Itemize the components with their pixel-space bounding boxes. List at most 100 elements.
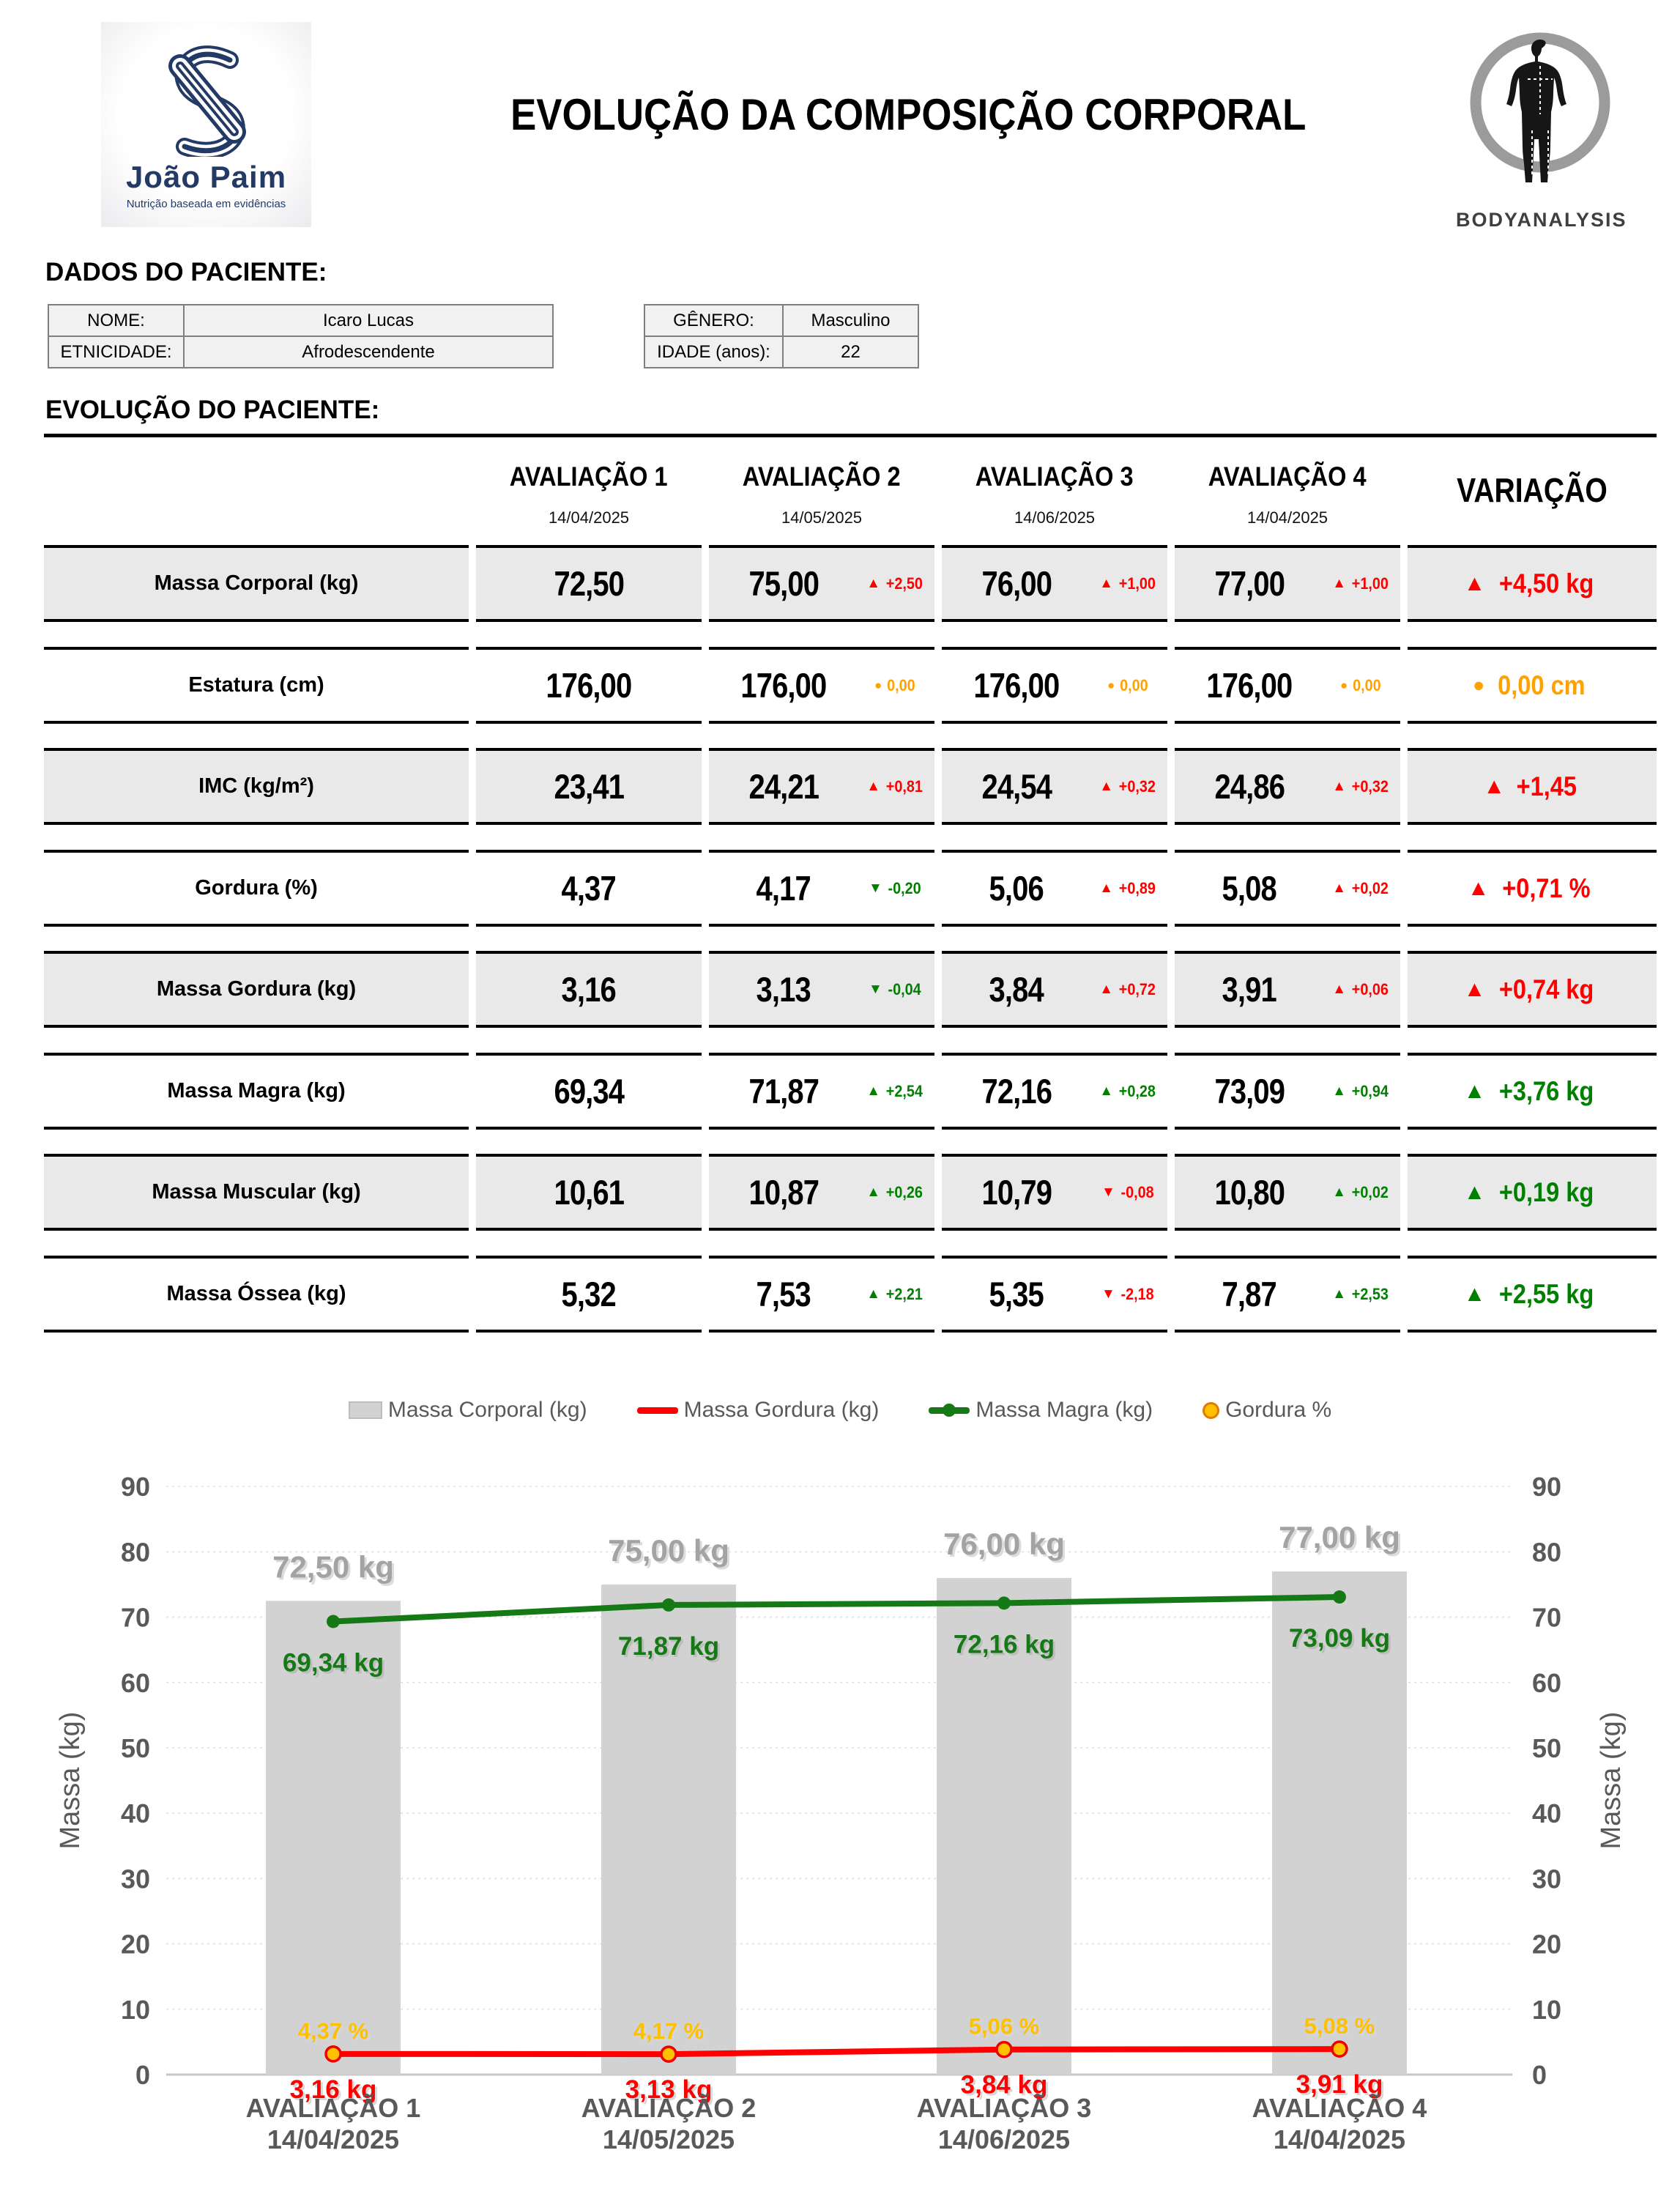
y-tick-right: 70	[1532, 1603, 1561, 1633]
metric-value: 10,87	[748, 1173, 819, 1212]
label-shadow: 72,50 kg	[275, 1552, 396, 1586]
down-triangle-icon: ▼	[1101, 1286, 1115, 1302]
label-shadow: 3,13 kg	[628, 2078, 715, 2106]
y-tick-right: 60	[1532, 1668, 1561, 1698]
metric-value: 24,21	[748, 767, 819, 806]
up-triangle-icon: ▲	[1332, 1184, 1347, 1200]
ethnicity-value: Afrodescendente	[184, 336, 553, 368]
gordura-percent-label: 4,37 %	[298, 2018, 369, 2044]
patient-table-right: GÊNERO: Masculino IDADE (anos): 22	[644, 304, 919, 368]
y-tick-left: 20	[121, 1930, 150, 1960]
gordura-percent-label: 5,06 %	[969, 2014, 1040, 2039]
up-triangle-icon: ▲	[866, 778, 881, 794]
delta: ▲ +0,94	[1332, 1081, 1389, 1100]
delta: ▲ +1,00	[1332, 574, 1389, 593]
metric-value: 72,16	[981, 1072, 1052, 1111]
metric-label: Massa Gordura (kg)	[44, 951, 469, 1028]
up-triangle-icon: ▲	[1463, 1179, 1486, 1204]
assessment-header: AVALIAÇÃO 1	[510, 462, 668, 492]
delta: ▲ +2,21	[866, 1284, 923, 1303]
legend-point-marker	[1203, 1401, 1220, 1419]
ethnicity-label: ETNICIDADE:	[48, 336, 184, 368]
delta: ▲ +0,06	[1332, 979, 1389, 998]
massa-magra-label: 73,09 kg	[1289, 1624, 1390, 1653]
delta: ▲ +0,81	[866, 777, 923, 796]
value-cell: 10,80 ▲ +0,02	[1175, 1154, 1400, 1231]
metric-label: Estatura (cm)	[44, 647, 469, 724]
assessment-date: 14/04/2025	[1246, 508, 1328, 527]
up-triangle-icon: ▲	[1099, 981, 1114, 997]
value-cell: 69,34	[476, 1053, 702, 1130]
page-title: EVOLUÇÃO DA COMPOSIÇÃO CORPORAL	[510, 90, 1307, 139]
y-tick-left: 50	[121, 1733, 150, 1763]
label-shadow: 73,09 kg	[1291, 1626, 1392, 1655]
label-shadow: 3,91 kg	[1298, 2072, 1386, 2101]
value-cell: 72,50	[476, 545, 702, 622]
patient-section-title: DADOS DO PACIENTE:	[45, 258, 327, 286]
assessment-header: AVALIAÇÃO 4	[1208, 462, 1367, 492]
metric-label: Massa Muscular (kg)	[44, 1154, 469, 1231]
bar-label: 76,00 kg	[943, 1527, 1065, 1561]
label-shadow: 5,08 %	[1307, 2015, 1378, 2041]
name-value: Icaro Lucas	[184, 305, 553, 336]
delta: ▼ -2,18	[1101, 1284, 1154, 1303]
metric-value: 5,32	[561, 1275, 617, 1313]
up-triangle-icon: ▲	[1463, 1078, 1486, 1103]
metric-value: 10,79	[981, 1173, 1052, 1212]
down-triangle-icon: ▼	[869, 880, 882, 896]
up-triangle-icon: ▲	[1099, 778, 1114, 794]
delta: ▼ -0,20	[869, 878, 921, 897]
massa-magra-label: 69,34 kg	[283, 1648, 384, 1677]
metric-value: 10,61	[554, 1173, 625, 1212]
y-tick-left: 90	[121, 1472, 150, 1502]
y-tick-left: 40	[121, 1798, 150, 1828]
up-triangle-icon: ▲	[1099, 1083, 1114, 1099]
value-cell: 24,21 ▲ +0,81	[709, 748, 934, 825]
patient-table-left: NOME: Icaro Lucas ETNICIDADE: Afrodescen…	[48, 304, 554, 368]
y-tick-left: 30	[121, 1864, 150, 1894]
gender-label: GÊNERO:	[644, 305, 783, 336]
value-cell: 3,91 ▲ +0,06	[1175, 951, 1400, 1028]
up-triangle-icon: ▲	[1099, 575, 1114, 591]
metric-value: 24,86	[1214, 767, 1285, 806]
metric-value: 7,87	[1222, 1275, 1277, 1313]
legend-item: Massa Corporal (kg)	[348, 1398, 587, 1423]
y-axis-title-right: Massa (kg)	[1596, 1712, 1627, 1850]
value-cell: 5,32	[476, 1256, 702, 1333]
label-shadow: 75,00 kg	[610, 1535, 732, 1570]
value-cell: 10,87 ▲ +0,26	[709, 1154, 934, 1231]
legend-item: Massa Gordura (kg)	[636, 1398, 879, 1423]
joao-paim-logo: João Paim Nutrição baseada em evidências	[101, 22, 311, 227]
up-triangle-icon: ▲	[1332, 880, 1347, 896]
massa-magra-label: 72,16 kg	[954, 1630, 1055, 1659]
y-tick-right: 90	[1532, 1472, 1561, 1502]
x-category-date: 14/04/2025	[1274, 2124, 1405, 2154]
brand-text: BODYANALYSIS	[1456, 209, 1627, 231]
assessment-date: 14/06/2025	[1014, 508, 1096, 527]
value-cell: 73,09 ▲ +0,94	[1175, 1053, 1400, 1130]
label-shadow: 3,16 kg	[292, 2078, 379, 2106]
value-cell: 76,00 ▲ +1,00	[942, 545, 1167, 622]
delta: ▲ +0,89	[1099, 878, 1156, 897]
bar-label: 72,50 kg	[272, 1549, 394, 1584]
section-divider	[44, 434, 1657, 437]
variation-cell: ▲ +2,55 kg	[1408, 1256, 1657, 1333]
y-tick-right: 20	[1532, 1930, 1561, 1960]
legend-label: Massa Magra (kg)	[975, 1398, 1153, 1422]
metric-value: 76,00	[981, 564, 1052, 603]
up-triangle-icon: ▲	[1332, 1083, 1347, 1099]
value-cell: 77,00 ▲ +1,00	[1175, 545, 1400, 622]
up-triangle-icon: ▲	[866, 575, 881, 591]
delta: ● 0,00	[1339, 675, 1381, 694]
assessment-date: 14/05/2025	[781, 508, 863, 527]
value-cell: 23,41	[476, 748, 702, 825]
metric-value: 5,08	[1222, 869, 1277, 908]
y-tick-left: 80	[121, 1537, 150, 1567]
up-triangle-icon: ▲	[1467, 875, 1490, 900]
legend-line-marker	[636, 1407, 678, 1414]
delta: ▼ -0,04	[869, 979, 921, 998]
metric-value: 5,35	[989, 1275, 1044, 1313]
value-cell: 5,08 ▲ +0,02	[1175, 850, 1400, 927]
bar-massa-corporal	[601, 1585, 736, 2075]
